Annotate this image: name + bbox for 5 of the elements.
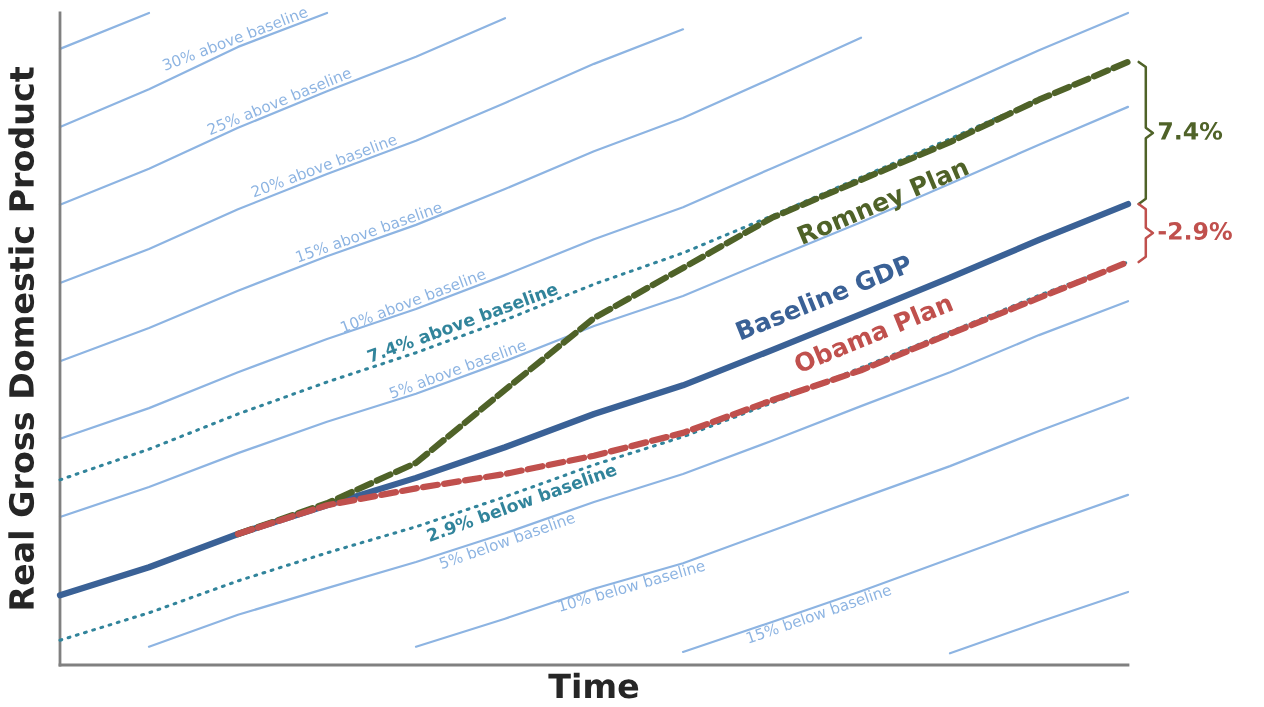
x-axis-title: Time [548, 672, 639, 699]
text: 10% below baseline [557, 559, 706, 612]
y-axis-title: Real Gross Domestic Product [8, 67, 35, 609]
text: -2.9% [1158, 222, 1232, 240]
text: 7.4% [1158, 121, 1223, 140]
